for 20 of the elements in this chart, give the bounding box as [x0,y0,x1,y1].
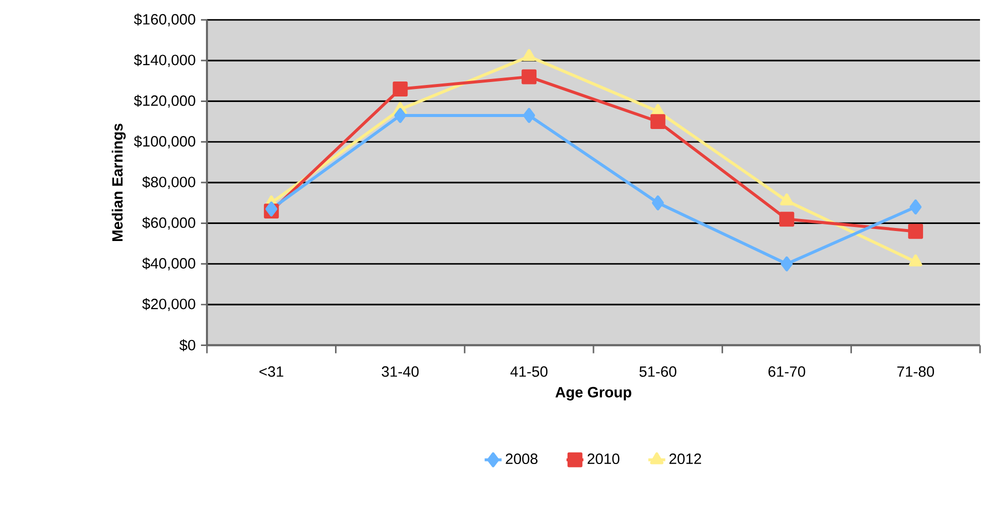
x-tick-label: 41-50 [510,366,548,377]
x-tick-label: 71-80 [897,366,934,377]
x-tick-label: 51-60 [639,366,676,377]
y-axis-title: Median Earnings [112,124,126,241]
x-tick-label: 31-40 [382,366,419,377]
y-tick-label: $60,000 [142,216,196,230]
legend-label: 2008 [506,453,538,464]
y-tick-label: $80,000 [142,176,196,189]
x-axis-title: Age Group [555,386,632,400]
x-tick-label: 61-70 [768,366,806,377]
y-tick-label: $40,000 [142,257,196,270]
legend-label: 2012 [669,453,702,464]
y-tick-label: $120,000 [134,94,196,108]
x-tick-label: <31 [259,366,284,377]
y-tick-label: $100,000 [134,135,196,148]
y-tick-label: $20,000 [142,298,196,311]
y-tick-label: $0 [179,339,196,352]
y-tick-label: $160,000 [134,13,196,26]
legend-label: 2010 [588,453,620,464]
y-tick-label: $140,000 [134,54,196,67]
